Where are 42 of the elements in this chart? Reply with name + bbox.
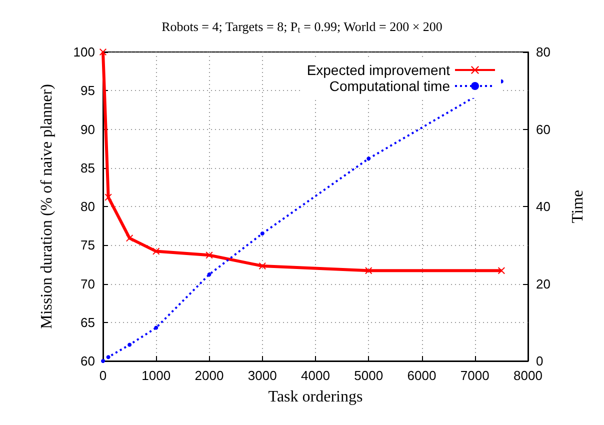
point bbox=[258, 262, 266, 270]
x-axis-title: Task orderings bbox=[268, 388, 363, 406]
y2-tick-label: 40 bbox=[536, 199, 550, 214]
legend-label: Computational time bbox=[329, 78, 450, 94]
point bbox=[498, 267, 505, 274]
x-tick-label: 0 bbox=[99, 368, 107, 383]
point bbox=[207, 272, 212, 276]
x-tick-label: 5000 bbox=[354, 368, 384, 383]
x-tick-label: 1000 bbox=[142, 368, 171, 383]
x-tick-label: 4000 bbox=[301, 368, 330, 383]
x-tick-label: 3000 bbox=[248, 368, 277, 383]
point bbox=[260, 232, 264, 236]
point bbox=[104, 194, 112, 201]
point bbox=[101, 359, 105, 363]
y-tick-label: 60 bbox=[80, 354, 95, 368]
y-tick-label: 95 bbox=[80, 83, 95, 98]
y-tick-label: 80 bbox=[80, 199, 95, 214]
y-tick-label: 70 bbox=[80, 276, 95, 292]
y-tick-label: 65 bbox=[80, 314, 95, 330]
point bbox=[128, 342, 132, 347]
y-tick-label: 75 bbox=[80, 238, 95, 253]
y-tick-label: 90 bbox=[80, 122, 95, 137]
legend-label: Expected improvement bbox=[306, 62, 450, 78]
point bbox=[206, 252, 213, 259]
point bbox=[154, 326, 158, 330]
y2-tick-label: 60 bbox=[536, 122, 550, 137]
y-tick-label: 85 bbox=[80, 160, 95, 176]
x-tick-label: 8000 bbox=[514, 368, 542, 383]
y-tick-label: 100 bbox=[73, 44, 95, 60]
y2-tick-label: 20 bbox=[536, 276, 550, 292]
point bbox=[365, 267, 372, 274]
point bbox=[126, 234, 134, 242]
x-tick-label: 2000 bbox=[194, 368, 224, 383]
point bbox=[106, 355, 110, 360]
x-tick-label: 6000 bbox=[407, 368, 436, 383]
point bbox=[152, 248, 160, 255]
x-tick-label: 7000 bbox=[460, 368, 490, 383]
y-axis-title: Mission duration (% of naive planner) bbox=[38, 84, 56, 329]
y2-tick-label: 80 bbox=[536, 44, 550, 60]
point bbox=[366, 156, 371, 161]
y2-axis-title: Time bbox=[570, 190, 586, 224]
y2-tick-label: 0 bbox=[536, 354, 544, 368]
